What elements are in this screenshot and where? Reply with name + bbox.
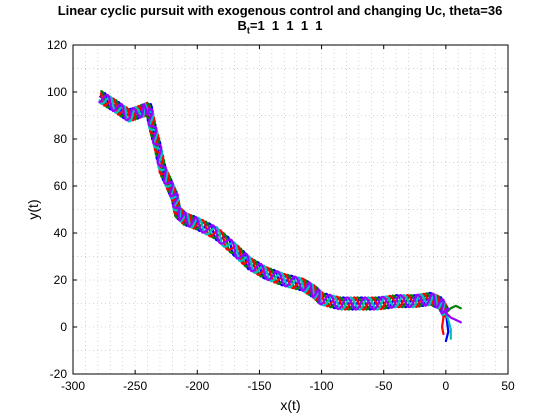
x-tick-label: -100: [310, 379, 334, 393]
y-tick-label: 120: [47, 38, 67, 52]
grid: [73, 45, 508, 374]
y-tick-label: 0: [60, 320, 67, 334]
x-tick-label: -50: [375, 379, 393, 393]
series-line-3: [99, 92, 447, 336]
y-tick-label: -20: [50, 367, 68, 381]
y-tick-label: 80: [54, 132, 68, 146]
series-line-4: [98, 95, 452, 340]
series-line-5: [98, 93, 462, 324]
x-tick-label: -150: [247, 379, 271, 393]
y-tick-label: 40: [54, 226, 68, 240]
axes-frame: [72, 44, 509, 375]
y-axis-label: y(t): [25, 199, 41, 219]
ticks: -300 -250 -200 -150 -100 -50 0 50-2002040608010…: [47, 38, 515, 393]
y-tick-label: 20: [54, 273, 68, 287]
y-tick-label: 100: [47, 85, 67, 99]
series-line-2: [100, 90, 462, 317]
chart-title: Linear cyclic pursuit with exogenous con…: [57, 3, 503, 18]
x-tick-label: -200: [185, 379, 209, 393]
x-tick-label: -250: [123, 379, 147, 393]
series-group: [98, 90, 462, 343]
subtitle-prefix: B: [237, 18, 247, 33]
x-axis-label: x(t): [280, 397, 300, 413]
subtitle-subscript: t: [246, 25, 250, 36]
x-tick-label: 50: [501, 379, 515, 393]
x-tick-label: -300: [61, 379, 85, 393]
chart-subtitle: Bt=1 1 1 1 1: [0, 18, 560, 36]
y-tick-label: 60: [54, 179, 68, 193]
x-tick-label: 0: [443, 379, 450, 393]
subtitle-rest: =1 1 1 1 1: [249, 18, 323, 33]
